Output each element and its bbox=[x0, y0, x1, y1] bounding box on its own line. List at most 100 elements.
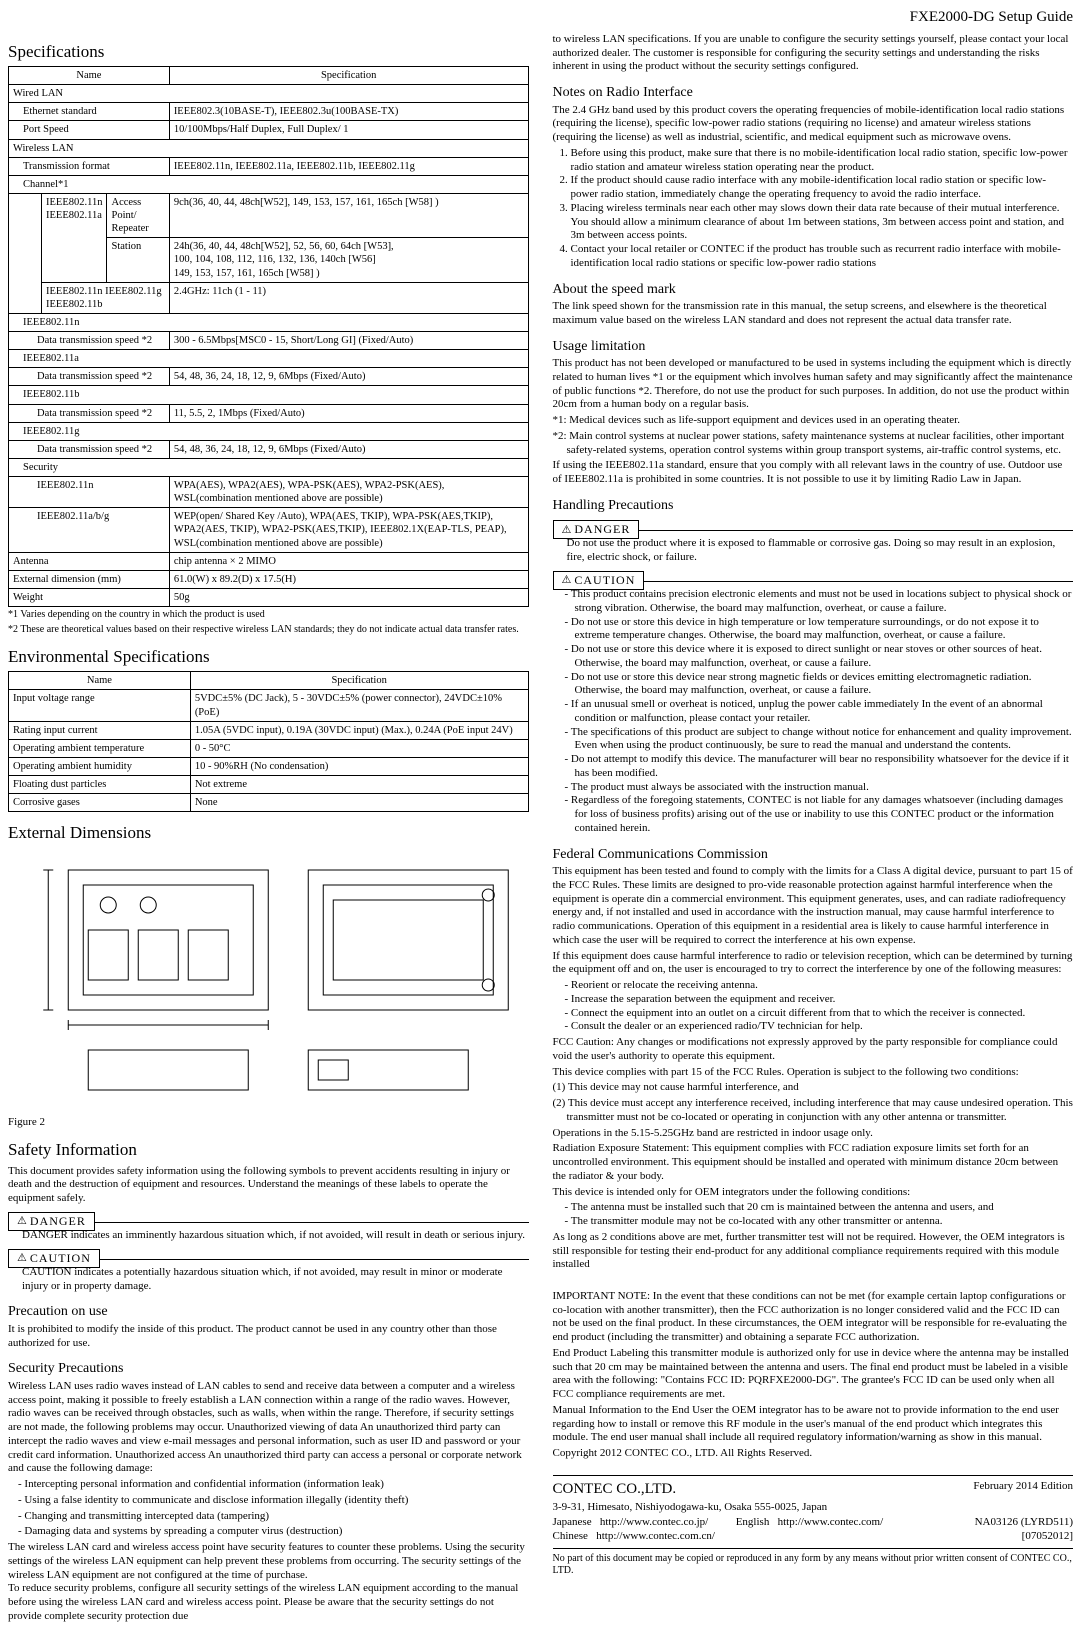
footer: CONTEC CO.,LTD. February 2014 Edition 3-… bbox=[553, 1475, 1074, 1578]
env-spec-cell: 10 - 90%RH (No condensation) bbox=[190, 757, 528, 775]
fcc-c2: (2) This device must accept any interfer… bbox=[553, 1097, 1074, 1125]
dims-heading: External Dimensions bbox=[8, 822, 529, 843]
fcc-l4: Consult the dealer or an experienced rad… bbox=[565, 1020, 1074, 1034]
external-dimensions-figure bbox=[8, 850, 529, 1110]
env-col-spec: Specification bbox=[190, 672, 528, 690]
hp-c6: The specifications of this product are s… bbox=[565, 726, 1074, 754]
fcc-l2: Increase the separation between the equi… bbox=[565, 993, 1074, 1007]
sec-prec-d: - Damaging data and systems by spreading… bbox=[8, 1525, 529, 1539]
env-spec-cell: 0 - 50°C bbox=[190, 739, 528, 757]
env-name-cell: Rating input current bbox=[9, 721, 191, 739]
table-row: IEEE802.11n IEEE802.11a Access Point/ Re… bbox=[9, 193, 529, 237]
table-row: IEEE802.11n bbox=[9, 313, 529, 331]
table-row: Wireless LAN bbox=[9, 139, 529, 157]
table-row: Operating ambient humidity10 - 90%RH (No… bbox=[9, 757, 529, 775]
table-row: Wired LAN bbox=[9, 85, 529, 103]
spec-note-2: *2 These are theoretical values based on… bbox=[8, 624, 529, 637]
danger-block: ⚠DANGER DANGER indicates an imminently h… bbox=[8, 1212, 529, 1243]
dimensions-drawing-icon bbox=[8, 850, 529, 1110]
fcc-o2: The transmitter module may not be co-loc… bbox=[565, 1215, 1074, 1229]
spec-note-1: *1 Varies depending on the country in wh… bbox=[8, 609, 529, 622]
radio-item-4: Contact your local retailer or CONTEC if… bbox=[571, 243, 1074, 271]
table-row: Operating ambient temperature0 - 50°C bbox=[9, 739, 529, 757]
sec-prec-tail: The wireless LAN card and wireless acces… bbox=[8, 1541, 529, 1624]
table-row: IEEE802.11n IEEE802.11g IEEE802.11b 2.4G… bbox=[9, 282, 529, 313]
fcc-p5: Operations in the 5.15-5.25GHz band are … bbox=[553, 1127, 1074, 1141]
usage-body: This product has not been developed or m… bbox=[553, 357, 1074, 412]
table-row: External dimension (mm) 61.0(W) x 89.2(D… bbox=[9, 570, 529, 588]
s11b-dts-value: 11, 5.5, 2, 1Mbps (Fixed/Auto) bbox=[169, 404, 528, 422]
en-link[interactable]: http://www.contec.com/ bbox=[778, 1516, 884, 1528]
table-row: Floating dust particlesNot extreme bbox=[9, 776, 529, 794]
hp-danger-block: ⚠DANGER Do not use the product where it … bbox=[553, 520, 1074, 565]
table-row: Rating input current1.05A (5VDC input), … bbox=[9, 721, 529, 739]
env-name-cell: Operating ambient temperature bbox=[9, 739, 191, 757]
hp-caution-label: CAUTION bbox=[574, 573, 635, 587]
fcc-p12: Copyright 2012 CONTEC CO., LTD. All Righ… bbox=[553, 1447, 1074, 1461]
eth-std-value: IEEE802.3(10BASE-T), IEEE802.3u(100BASE-… bbox=[169, 103, 528, 121]
table-row: Corrosive gasesNone bbox=[9, 794, 529, 812]
fcc-l1: Reorient or relocate the receiving anten… bbox=[565, 979, 1074, 993]
spec-table: Name Specification Wired LAN Ethernet st… bbox=[8, 66, 529, 607]
code1: NA03126 (LYRD511) bbox=[975, 1516, 1073, 1530]
s11a-header: IEEE802.11a bbox=[9, 350, 529, 368]
figure-caption: Figure 2 bbox=[8, 1116, 529, 1130]
env-table: Name Specification Input voltage range5V… bbox=[8, 671, 529, 812]
wireless-lan-header: Wireless LAN bbox=[9, 139, 529, 157]
env-spec-cell: None bbox=[190, 794, 528, 812]
sec-abg-value: WEP(open/ Shared Key /Auto), WPA(AES, TK… bbox=[169, 508, 528, 552]
table-header-row: Name Specification bbox=[9, 672, 529, 690]
warning-triangle-icon: ⚠ bbox=[17, 1215, 28, 1229]
fcc-p6: Radiation Exposure Statement: This equip… bbox=[553, 1142, 1074, 1183]
hp-c8: The product must always be associated wi… bbox=[565, 781, 1074, 795]
radio-item-3: Placing wireless terminals near each oth… bbox=[571, 202, 1074, 243]
sec-11n-value: WPA(AES), WPA2(AES), WPA-PSK(AES), WPA2-… bbox=[169, 477, 528, 508]
usage-tail: If using the IEEE802.11a standard, ensur… bbox=[553, 459, 1074, 487]
table-row: Transmission format IEEE802.11n, IEEE802… bbox=[9, 157, 529, 175]
hp-caution-block: ⚠CAUTION This product contains precision… bbox=[553, 571, 1074, 836]
left-column: Specifications Name Specification Wired … bbox=[8, 31, 529, 1626]
jp-link[interactable]: http://www.contec.co.jp/ bbox=[600, 1516, 708, 1528]
hp-heading: Handling Precautions bbox=[553, 497, 1074, 515]
table-row: IEEE802.11g bbox=[9, 422, 529, 440]
s11n-header: IEEE802.11n bbox=[9, 313, 529, 331]
fcc-p1: This equipment has been tested and found… bbox=[553, 865, 1074, 948]
en-label: English bbox=[736, 1516, 770, 1528]
usage-note-1: *1: Medical devices such as life-support… bbox=[553, 414, 1074, 428]
prec-use-heading: Precaution on use bbox=[8, 1303, 529, 1321]
s11a-dts-value: 54, 48, 36, 24, 18, 12, 9, 6Mbps (Fixed/… bbox=[169, 368, 528, 386]
safety-heading: Safety Information bbox=[8, 1139, 529, 1160]
radio-item-2: If the product should cause radio interf… bbox=[571, 174, 1074, 202]
prec-use-body: It is prohibited to modify the inside of… bbox=[8, 1323, 529, 1351]
jp-label: Japanese bbox=[553, 1516, 592, 1528]
wired-lan-header: Wired LAN bbox=[9, 85, 529, 103]
station-label: Station bbox=[107, 238, 169, 282]
fcc-p8: As long as 2 conditions above are met, f… bbox=[553, 1231, 1074, 1272]
sec-prec-c: - Changing and transmitting intercepted … bbox=[8, 1510, 529, 1524]
sec-11n-label: IEEE802.11n bbox=[9, 477, 170, 508]
cn-link[interactable]: http://www.contec.com.cn/ bbox=[596, 1530, 715, 1542]
footer-legal: No part of this document may be copied o… bbox=[553, 1553, 1074, 1578]
sec-prec-b: - Using a false identity to communicate … bbox=[8, 1494, 529, 1508]
ap-rep-value: 9ch(36, 40, 44, 48ch[W52], 149, 153, 157… bbox=[169, 193, 528, 237]
hp-c9: Regardless of the foregoing statements, … bbox=[565, 794, 1074, 835]
table-row: Input voltage range5VDC±5% (DC Jack), 5 … bbox=[9, 690, 529, 721]
fcc-p9: IMPORTANT NOTE: In the event that these … bbox=[553, 1290, 1074, 1345]
table-row: IEEE802.11n WPA(AES), WPA2(AES), WPA-PSK… bbox=[9, 477, 529, 508]
grp1-label: IEEE802.11n IEEE802.11a bbox=[42, 193, 107, 282]
table-row: IEEE802.11a bbox=[9, 350, 529, 368]
grp2-label: IEEE802.11n IEEE802.11g IEEE802.11b bbox=[42, 282, 170, 313]
hp-c7: Do not attempt to modify this device. Th… bbox=[565, 753, 1074, 781]
warning-triangle-icon: ⚠ bbox=[562, 524, 573, 538]
usage-heading: Usage limitation bbox=[553, 338, 1074, 356]
caution-block: ⚠CAUTION CAUTION indicates a potentially… bbox=[8, 1249, 529, 1294]
security-header: Security bbox=[9, 458, 529, 476]
table-row: IEEE802.11b bbox=[9, 386, 529, 404]
danger-label: DANGER bbox=[30, 1214, 86, 1228]
col-spec: Specification bbox=[169, 67, 528, 85]
table-row: IEEE802.11a/b/g WEP(open/ Shared Key /Au… bbox=[9, 508, 529, 552]
hp-c3: Do not use or store this device where it… bbox=[565, 643, 1074, 671]
fcc-heading: Federal Communications Commission bbox=[553, 846, 1074, 864]
port-speed-value: 10/100Mbps/Half Duplex, Full Duplex/ 1 bbox=[169, 121, 528, 139]
s11n-dts-label: Data transmission speed *2 bbox=[9, 332, 170, 350]
